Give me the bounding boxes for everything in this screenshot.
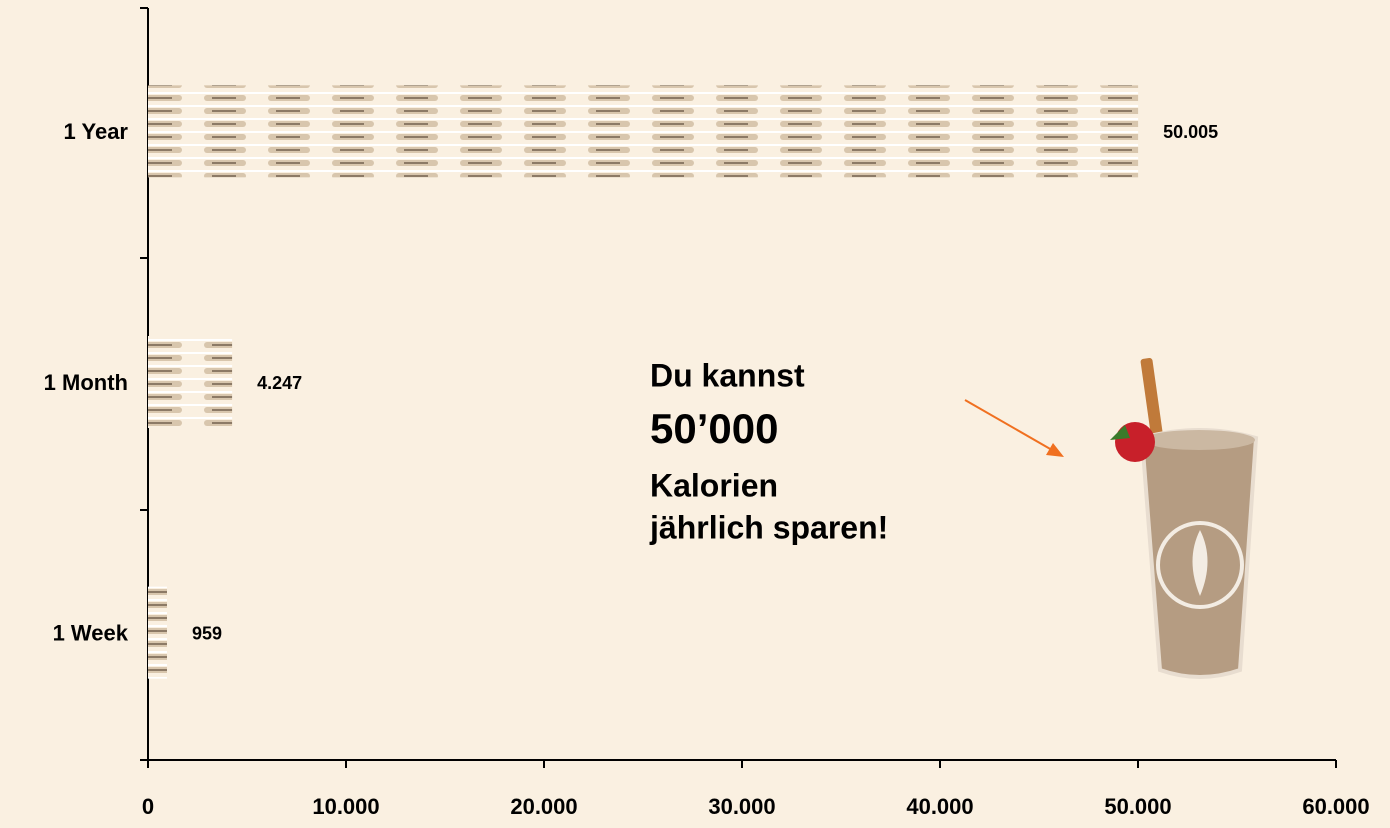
y-tick-label: 1 Week [53,620,129,645]
value-label: 959 [192,623,222,643]
bar [148,336,232,428]
x-tick-label: 10.000 [312,794,379,819]
bar [148,587,167,679]
x-tick-label: 30.000 [708,794,775,819]
annotation-number: 50’000 [650,405,778,452]
y-tick-label: 1 Month [44,370,128,395]
x-tick-label: 40.000 [906,794,973,819]
annotation: Kalorien [650,467,778,503]
y-tick-label: 1 Year [64,119,129,144]
x-tick-label: 60.000 [1302,794,1369,819]
value-label: 50.005 [1163,122,1218,142]
x-tick-label: 20.000 [510,794,577,819]
annotation: Du kannst [650,357,805,393]
annotation: jährlich sparen! [649,509,888,545]
x-tick-label: 50.000 [1104,794,1171,819]
chart: Du kannst 50’000 Kalorien jährlich spare… [0,0,1390,828]
x-tick-label: 0 [142,794,154,819]
value-label: 4.247 [257,373,302,393]
bar [148,85,1138,177]
